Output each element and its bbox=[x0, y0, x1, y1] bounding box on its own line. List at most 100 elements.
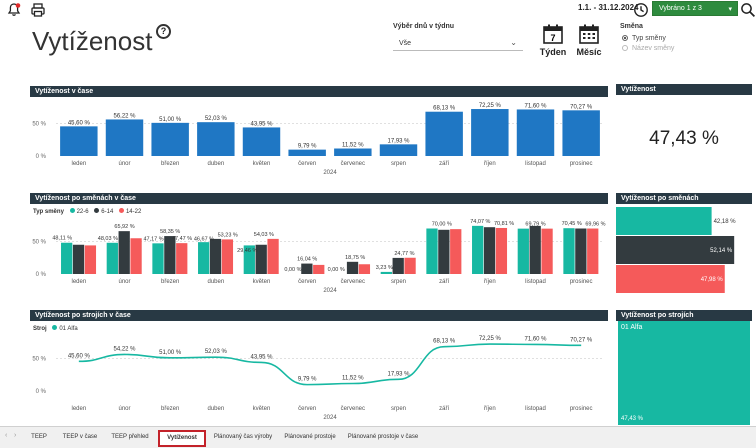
y-tick-label: 50 % bbox=[32, 122, 46, 128]
bar-6 bbox=[334, 148, 372, 156]
bar-14-22-6 bbox=[358, 264, 371, 274]
machine-legend: Stroj 01 Alfa bbox=[33, 325, 78, 332]
bar-14-22-5 bbox=[313, 264, 325, 274]
x-tick-label: červen bbox=[298, 279, 316, 285]
shift-option-name[interactable]: Název směny bbox=[622, 45, 674, 52]
legend-swatch-14-22 bbox=[118, 208, 124, 213]
tab-4[interactable]: Plánovaný čas výroby bbox=[213, 434, 273, 440]
help-icon[interactable]: ? bbox=[156, 24, 171, 39]
data-label: 0,00 % bbox=[284, 267, 301, 273]
days-filter-dropdown[interactable]: Vše ⌄ bbox=[393, 37, 523, 51]
bar-22-6-9 bbox=[472, 225, 484, 274]
bar-14-22-0 bbox=[84, 245, 97, 274]
svg-text:7: 7 bbox=[550, 33, 555, 43]
data-label: 71,60 % bbox=[524, 336, 547, 342]
y-tick-label: 0 % bbox=[36, 272, 47, 278]
bar-2 bbox=[151, 122, 189, 156]
month-calendar-icon bbox=[579, 24, 599, 44]
x-tick-label: prosinec bbox=[570, 279, 593, 285]
tab-1[interactable]: TEEP v čase bbox=[62, 434, 98, 440]
machine-legend-title: Stroj bbox=[33, 326, 47, 332]
tab-next-icon[interactable]: › bbox=[14, 432, 17, 439]
tab-2[interactable]: TEEP přehled bbox=[111, 434, 149, 440]
x-tick-label: říjen bbox=[484, 161, 496, 167]
data-label: 70,27 % bbox=[570, 337, 593, 343]
tab-0[interactable]: TEEP bbox=[31, 434, 47, 440]
selection-filter-button[interactable]: Vybráno 1 z 3 ▾ bbox=[652, 1, 738, 16]
week-calendar-icon: 7 bbox=[543, 24, 563, 44]
print-icon[interactable] bbox=[30, 2, 46, 18]
data-label: 69,79 % bbox=[525, 222, 545, 228]
month-button[interactable]: Měsíc bbox=[573, 23, 605, 59]
panel-header-time: Vytíženost v čase bbox=[30, 86, 608, 97]
data-label: 46,67 % bbox=[194, 237, 214, 243]
bar-14-22-3 bbox=[221, 239, 234, 274]
tab-6[interactable]: Plánované prostoje v čase bbox=[347, 434, 419, 440]
legend-label-6-14: 6-14 bbox=[101, 209, 114, 215]
shift-bar-2 bbox=[616, 265, 725, 293]
data-label: 48,03 % bbox=[98, 236, 118, 242]
bar-7 bbox=[379, 144, 418, 156]
x-tick-label: březen bbox=[161, 161, 179, 167]
data-label: 71,60 % bbox=[524, 103, 547, 109]
bar-22-6-11 bbox=[563, 228, 575, 274]
x-tick-label: červenec bbox=[341, 161, 365, 167]
data-label: 42,18 % bbox=[714, 219, 737, 225]
bar-0 bbox=[60, 126, 98, 156]
tab-3[interactable]: Vytíženost bbox=[158, 430, 206, 447]
notification-bell-icon[interactable] bbox=[6, 2, 22, 18]
machine-tile-name: 01 Alfa bbox=[621, 324, 643, 331]
week-button[interactable]: 7 Týden bbox=[537, 23, 569, 59]
x-tick-label: říjen bbox=[484, 406, 496, 412]
data-label: 17,93 % bbox=[387, 371, 410, 377]
bar-6-14-10 bbox=[529, 225, 541, 274]
data-label: 72,25 % bbox=[479, 336, 502, 342]
x-tick-label: srpen bbox=[391, 279, 406, 285]
data-label: 3,23 % bbox=[376, 265, 393, 271]
clock-icon[interactable] bbox=[633, 2, 649, 18]
tab-prev-icon[interactable]: ‹ bbox=[5, 432, 8, 439]
bar-22-6-10 bbox=[517, 228, 529, 274]
legend-label-alfa: 01 Alfa bbox=[59, 326, 78, 332]
bar-22-6-3 bbox=[198, 242, 210, 274]
data-label: 68,13 % bbox=[433, 106, 456, 112]
bar-10 bbox=[516, 109, 555, 156]
x-tick-label: březen bbox=[161, 279, 179, 285]
shift-filter-label: Směna bbox=[620, 23, 643, 30]
shift-option-type[interactable]: Typ směny bbox=[622, 35, 666, 42]
days-filter-label: Výběr dnů v týdnu bbox=[393, 23, 455, 30]
data-label: 45,60 % bbox=[68, 120, 91, 126]
panel-header-kpi: Vytíženost bbox=[616, 84, 752, 95]
tab-5[interactable]: Plánované prostoje bbox=[284, 434, 336, 440]
bar-4 bbox=[242, 127, 281, 156]
data-label: 70,81 % bbox=[494, 221, 514, 227]
bar-8 bbox=[425, 111, 463, 156]
bar-6-14-6 bbox=[346, 261, 359, 274]
page-title: Vytíženost bbox=[32, 26, 153, 56]
radio-selected-icon bbox=[622, 35, 628, 41]
data-label: 43,95 % bbox=[250, 121, 273, 127]
x-tick-label: únor bbox=[118, 161, 130, 167]
bar-11 bbox=[562, 110, 600, 156]
search-icon[interactable] bbox=[740, 2, 756, 18]
machine-tile-alfa[interactable]: 01 Alfa 47,43 % bbox=[618, 321, 750, 425]
y-tick-label: 50 % bbox=[32, 357, 46, 363]
data-label: 54,03 % bbox=[254, 232, 274, 238]
legend-swatch-22-6 bbox=[69, 208, 75, 213]
x-tick-label: červen bbox=[298, 406, 316, 412]
days-filter-value: Vše bbox=[399, 40, 412, 47]
x-tick-label: duben bbox=[207, 279, 224, 285]
data-label: 16,04 % bbox=[297, 257, 317, 263]
shift-option-name-label: Název směny bbox=[632, 45, 675, 52]
chart-utilization-shifts-time: 50 % 0 % leden únor březen duben květen červen č… bbox=[32, 219, 605, 294]
x-tick-label: únor bbox=[118, 406, 130, 412]
month-button-label: Měsíc bbox=[576, 47, 602, 57]
data-label: 72,25 % bbox=[479, 103, 502, 109]
bar-3 bbox=[197, 122, 235, 156]
data-label: 51,00 % bbox=[159, 350, 182, 356]
x-tick-label: prosinec bbox=[570, 406, 593, 412]
date-range: 1.1. - 31.12.2024 bbox=[578, 3, 639, 12]
chevron-down-icon: ▾ bbox=[728, 6, 732, 13]
panel-header-machines: Vytíženost po strojích bbox=[616, 310, 752, 321]
data-label: 24,77 % bbox=[394, 251, 414, 257]
